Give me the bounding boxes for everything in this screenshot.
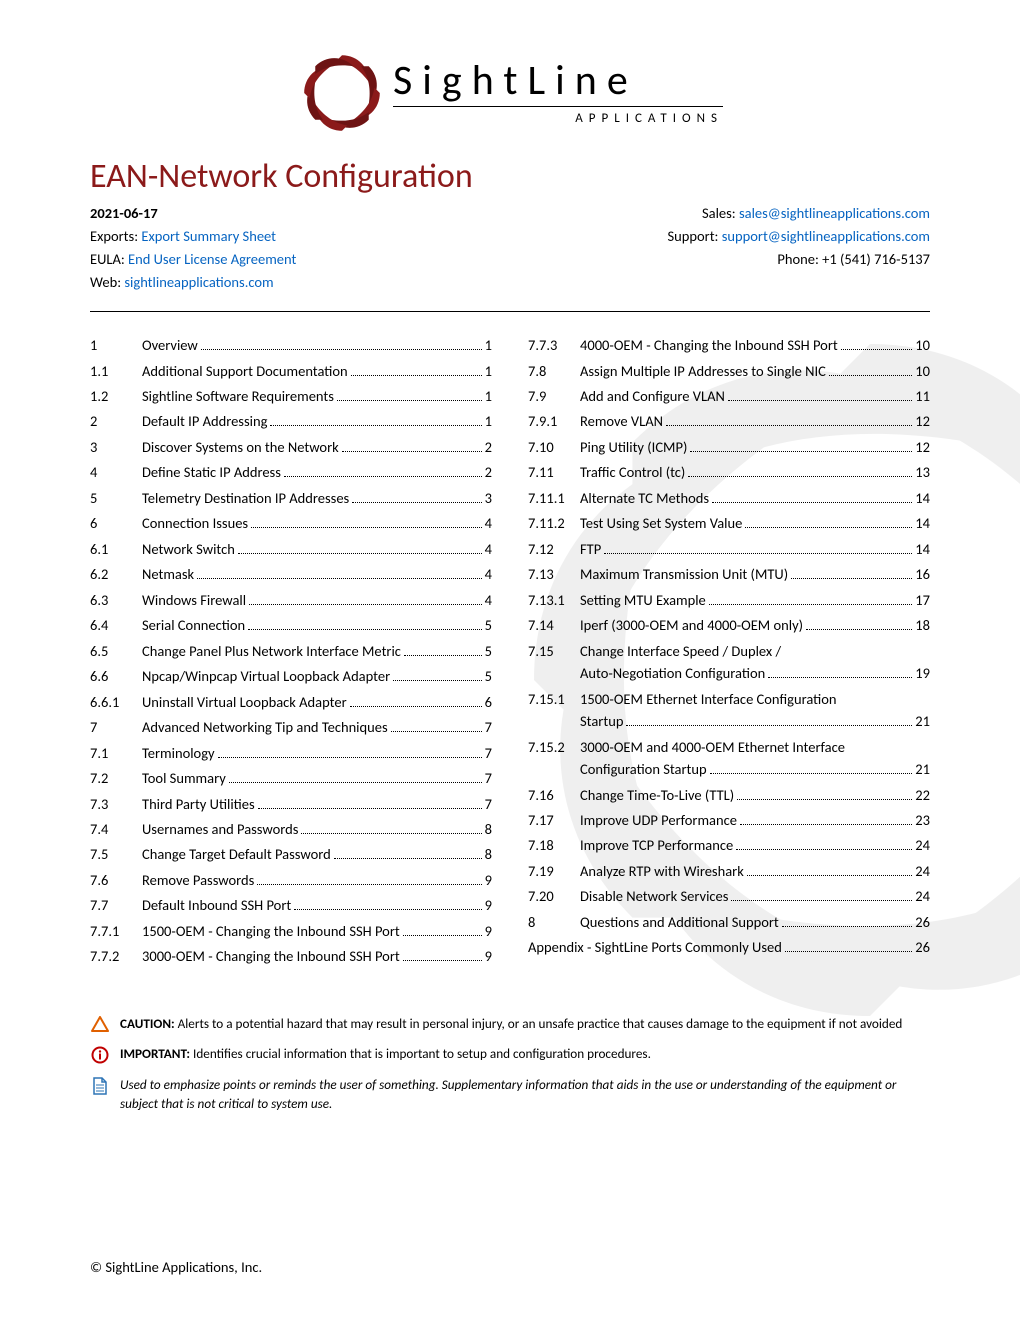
link-support[interactable]: support@sightlineapplications.com (722, 227, 930, 245)
toc-entry[interactable]: 7.13.1Setting MTU Example 17 (528, 589, 930, 611)
toc-entry[interactable]: Appendix - SightLine Ports Commonly Used… (528, 936, 930, 958)
toc-entry[interactable]: 7.19Analyze RTP with Wireshark 24 (528, 860, 930, 882)
toc-entry[interactable]: 7.9Add and Configure VLAN 11 (528, 385, 930, 407)
toc-entry[interactable]: 5Telemetry Destination IP Addresses 3 (90, 487, 492, 509)
separator (90, 311, 930, 312)
note-icon (90, 1076, 110, 1095)
toc-entry[interactable]: 7.20Disable Network Services 24 (528, 885, 930, 907)
header-eula: EULA: End User License Agreement (90, 249, 296, 270)
toc-entry[interactable]: 6.5Change Panel Plus Network Interface M… (90, 640, 492, 662)
toc-entry[interactable]: 1Overview 1 (90, 334, 492, 356)
copyright-footer: © SightLine Applications, Inc. (90, 1258, 262, 1276)
notes-section: CAUTION: Alerts to a potential hazard th… (90, 1015, 930, 1113)
header-support: Support: support@sightlineapplications.c… (667, 226, 930, 247)
toc-entry[interactable]: 7.3Third Party Utilities 7 (90, 793, 492, 815)
toc-entry[interactable]: 7.7.34000-OEM - Changing the Inbound SSH… (528, 334, 930, 356)
toc-entry[interactable]: 7.15.11500-OEM Ethernet Interface Config… (528, 688, 930, 733)
toc-entry[interactable]: 7.16Change Time-To-Live (TTL) 22 (528, 784, 930, 806)
toc-entry[interactable]: 7.17Improve UDP Performance 23 (528, 809, 930, 831)
toc-entry[interactable]: 7.7.23000-OEM - Changing the Inbound SSH… (90, 945, 492, 967)
toc-entry[interactable]: 7.13Maximum Transmission Unit (MTU) 16 (528, 563, 930, 585)
toc-entry[interactable]: 7.1Terminology 7 (90, 742, 492, 764)
logo-sub-text: APPLICATIONS (393, 111, 723, 126)
caution-note: CAUTION: Alerts to a potential hazard th… (90, 1015, 930, 1033)
toc-entry[interactable]: 6.6.1Uninstall Virtual Loopback Adapter … (90, 691, 492, 713)
toc-entry[interactable]: 7.8Assign Multiple IP Addresses to Singl… (528, 360, 930, 382)
toc-entry[interactable]: 7.6Remove Passwords 9 (90, 869, 492, 891)
document-page: SightLine APPLICATIONS EAN-Network Confi… (0, 0, 1020, 1320)
toc-entry[interactable]: 6.2Netmask 4 (90, 563, 492, 585)
toc-entry[interactable]: 7.18Improve TCP Performance 24 (528, 834, 930, 856)
toc-entry[interactable]: 7.2Tool Summary 7 (90, 767, 492, 789)
toc-entry[interactable]: 6Connection Issues 4 (90, 512, 492, 534)
toc-entry[interactable]: 6.1Network Switch 4 (90, 538, 492, 560)
page-title: EAN-Network Configuration (90, 156, 930, 197)
toc-entry[interactable]: 6.6Npcap/Winpcap Virtual Loopback Adapte… (90, 665, 492, 687)
header-web: Web: sightlineapplications.com (90, 272, 296, 293)
toc-entry[interactable]: 7.14Iperf (3000-OEM and 4000-OEM only) 1… (528, 614, 930, 636)
toc-left-column: 1Overview 1 1.1Additional Support Documen… (90, 334, 492, 971)
toc-entry[interactable]: 7.4Usernames and Passwords 8 (90, 818, 492, 840)
caution-icon (90, 1015, 110, 1032)
important-icon (90, 1045, 110, 1064)
toc-entry[interactable]: 2Default IP Addressing 1 (90, 410, 492, 432)
header-sales: Sales: sales@sightlineapplications.com (667, 203, 930, 224)
link-eula[interactable]: End User License Agreement (128, 250, 296, 268)
toc-entry[interactable]: 7.11.2Test Using Set System Value 14 (528, 512, 930, 534)
link-sales[interactable]: sales@sightlineapplications.com (739, 204, 930, 222)
toc-right-column: 7.7.34000-OEM - Changing the Inbound SSH… (528, 334, 930, 971)
doc-date: 2021-06-17 (90, 203, 296, 224)
toc-entry[interactable]: 3Discover Systems on the Network 2 (90, 436, 492, 458)
toc-entry[interactable]: 7.7.11500-OEM - Changing the Inbound SSH… (90, 920, 492, 942)
toc-entry[interactable]: 6.3Windows Firewall 4 (90, 589, 492, 611)
toc-entry[interactable]: 1.2Sightline Software Requirements 1 (90, 385, 492, 407)
logo-icon (297, 48, 387, 138)
header-exports: Exports: Export Summary Sheet (90, 226, 296, 247)
toc-entry[interactable]: 7Advanced Networking Tip and Techniques … (90, 716, 492, 738)
toc-entry[interactable]: 7.11Traffic Control (tc) 13 (528, 461, 930, 483)
toc-entry[interactable]: 7.15Change Interface Speed / Duplex /Aut… (528, 640, 930, 685)
info-note: Used to emphasize points or reminds the … (90, 1076, 930, 1113)
toc-entry[interactable]: 8Questions and Additional Support 26 (528, 911, 930, 933)
toc-entry[interactable]: 4Define Static IP Address 2 (90, 461, 492, 483)
toc-entry[interactable]: 7.9.1Remove VLAN 12 (528, 410, 930, 432)
toc-entry[interactable]: 7.10Ping Utility (ICMP) 12 (528, 436, 930, 458)
toc-entry[interactable]: 7.12FTP 14 (528, 538, 930, 560)
toc-entry[interactable]: 7.11.1Alternate TC Methods 14 (528, 487, 930, 509)
link-web[interactable]: sightlineapplications.com (124, 273, 273, 291)
toc-entry[interactable]: 7.7Default Inbound SSH Port 9 (90, 894, 492, 916)
toc-entry[interactable]: 7.15.23000-OEM and 4000-OEM Ethernet Int… (528, 736, 930, 781)
toc-entry[interactable]: 7.5Change Target Default Password 8 (90, 843, 492, 865)
header-phone: Phone: +1 (541) 716-5137 (667, 249, 930, 270)
table-of-contents: 1Overview 1 1.1Additional Support Documen… (90, 334, 930, 971)
important-note: IMPORTANT: Identifies crucial informatio… (90, 1045, 930, 1064)
logo: SightLine APPLICATIONS (90, 48, 930, 138)
toc-entry[interactable]: 6.4Serial Connection 5 (90, 614, 492, 636)
header-meta: 2021-06-17 Exports: Export Summary Sheet… (90, 203, 930, 293)
link-exports[interactable]: Export Summary Sheet (141, 227, 276, 245)
toc-entry[interactable]: 1.1Additional Support Documentation 1 (90, 360, 492, 382)
logo-main-text: SightLine (393, 60, 723, 102)
